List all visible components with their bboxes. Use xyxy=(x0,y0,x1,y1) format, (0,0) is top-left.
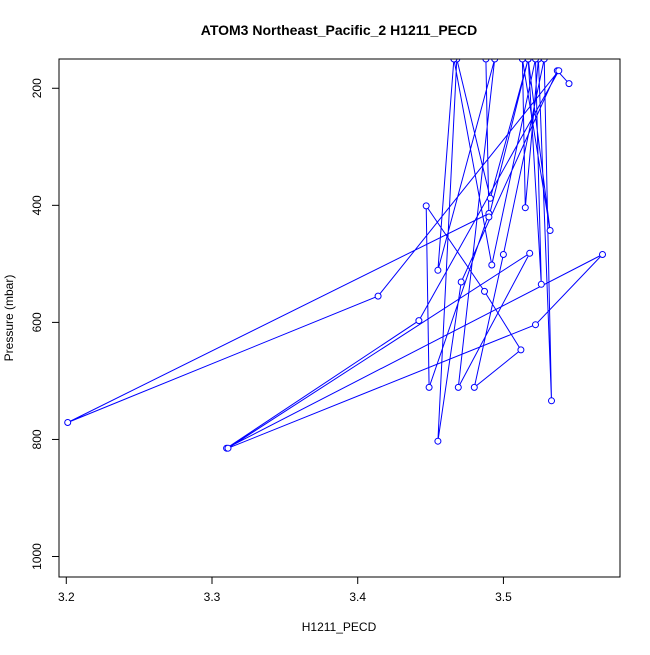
data-point xyxy=(537,280,545,288)
x-tick-label: 3.5 xyxy=(495,590,512,604)
x-axis-label: H1211_PECD xyxy=(302,620,377,634)
data-point xyxy=(482,59,490,63)
data-point xyxy=(450,59,458,63)
y-tick-label: 200 xyxy=(30,78,44,98)
data-point xyxy=(565,80,573,88)
axes: 3.2 3.3 3.4 3.5 200 400 600 800 1000 xyxy=(30,58,621,604)
data-point xyxy=(532,59,539,63)
data-point xyxy=(491,59,499,63)
y-tick-label: 1000 xyxy=(30,543,44,570)
x-tick-label: 3.2 xyxy=(58,590,75,604)
chart-title: ATOM3 Northeast_Pacific_2 H1211_PECD xyxy=(201,22,478,38)
data-point xyxy=(486,194,494,202)
data-point xyxy=(425,383,433,391)
data-point xyxy=(422,202,430,210)
data-point xyxy=(434,437,442,445)
data-point xyxy=(485,213,493,221)
plot-area xyxy=(64,59,606,452)
data-point xyxy=(517,346,525,354)
data-point xyxy=(555,67,563,75)
data-point xyxy=(548,397,555,405)
data-point xyxy=(434,266,442,274)
data-point xyxy=(524,59,532,63)
data-point xyxy=(546,227,554,234)
data-point xyxy=(224,444,232,452)
data-point xyxy=(481,287,488,295)
data-point xyxy=(374,292,382,300)
data-point xyxy=(415,317,423,325)
x-tick-label: 3.3 xyxy=(204,590,221,604)
data-point xyxy=(540,59,548,63)
data-point xyxy=(457,278,465,286)
data-point xyxy=(470,383,478,391)
data-point xyxy=(518,59,526,63)
y-tick-label: 400 xyxy=(30,195,44,215)
y-tick-label: 600 xyxy=(30,312,44,332)
data-point xyxy=(499,251,507,258)
plot-frame xyxy=(58,58,621,578)
data-point xyxy=(521,204,529,212)
data-point xyxy=(532,321,539,329)
y-axis-label: Pressure (mbar) xyxy=(2,275,16,362)
data-point xyxy=(454,383,462,391)
x-tick-label: 3.4 xyxy=(349,590,366,604)
data-point xyxy=(599,251,606,258)
data-point xyxy=(526,249,534,257)
data-point xyxy=(64,419,72,426)
data-point xyxy=(488,261,496,269)
y-tick-label: 800 xyxy=(30,429,44,449)
